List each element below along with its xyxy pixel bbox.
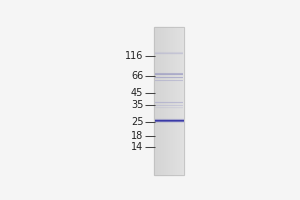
Text: 66: 66	[131, 71, 143, 81]
Bar	[173, 27, 174, 175]
Bar	[180, 27, 181, 175]
Bar	[155, 27, 156, 175]
Bar	[162, 27, 163, 175]
Bar	[154, 27, 155, 175]
Bar	[169, 27, 170, 175]
Bar	[159, 27, 160, 175]
Bar	[172, 27, 173, 175]
Bar	[154, 27, 184, 175]
Text: 25: 25	[131, 117, 143, 127]
Bar	[160, 27, 161, 175]
Bar	[179, 27, 180, 175]
Bar	[176, 27, 177, 175]
Text: 116: 116	[125, 51, 143, 61]
Bar	[168, 27, 169, 175]
Bar	[163, 27, 164, 175]
Text: 14: 14	[131, 142, 143, 152]
Bar	[165, 27, 166, 175]
Bar	[164, 27, 165, 175]
Bar	[156, 27, 157, 175]
Text: 45: 45	[131, 88, 143, 98]
Bar	[157, 27, 158, 175]
Bar	[183, 27, 184, 175]
Bar	[175, 27, 176, 175]
Bar	[170, 27, 171, 175]
Bar	[178, 27, 179, 175]
Bar	[158, 27, 159, 175]
Text: 18: 18	[131, 131, 143, 141]
Bar	[177, 27, 178, 175]
Bar	[161, 27, 162, 175]
Bar	[174, 27, 175, 175]
Bar	[171, 27, 172, 175]
Bar	[182, 27, 183, 175]
Bar	[167, 27, 168, 175]
Text: 35: 35	[131, 100, 143, 110]
Bar	[181, 27, 182, 175]
